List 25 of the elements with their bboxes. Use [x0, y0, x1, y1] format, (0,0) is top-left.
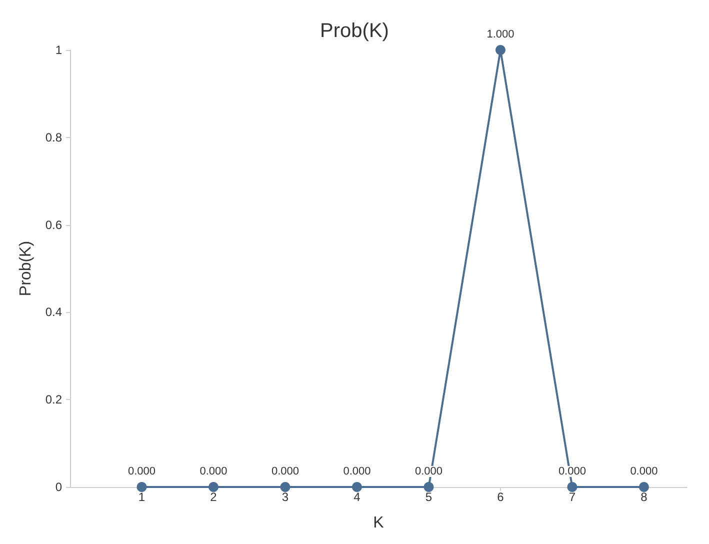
y-tick-label: 0.4	[45, 305, 62, 320]
data-label: 0.000	[414, 466, 442, 478]
x-axis-title: K	[373, 514, 384, 532]
x-tick-label: 5	[425, 490, 432, 504]
y-tick-label: 0	[55, 480, 62, 494]
x-tick-label: 2	[210, 490, 218, 504]
data-label: 0.000	[271, 466, 299, 478]
y-tick-label: 0.8	[45, 130, 62, 144]
data-label: 1.000	[486, 28, 514, 40]
y-tick-label: 0.6	[45, 218, 62, 232]
x-tick-label: 8	[640, 490, 648, 504]
x-tick-label: 3	[282, 490, 289, 504]
x-tick-label: 1	[138, 490, 146, 504]
y-tick-label: 0.2	[45, 392, 62, 407]
y-axis-title: Prob(K)	[18, 240, 34, 296]
x-tick-label: 4	[354, 490, 361, 504]
data-label: 0.000	[630, 466, 658, 478]
chart-title: Prob(K)	[320, 20, 389, 42]
data-label: 0.000	[558, 466, 586, 478]
data-label: 0.000	[200, 466, 228, 478]
x-tick-label: 7	[568, 490, 576, 504]
data-label: 0.000	[343, 466, 371, 478]
y-tick-label: 1	[55, 43, 62, 57]
data-label: 0.000	[128, 466, 156, 478]
x-tick-label: 6	[497, 490, 504, 504]
